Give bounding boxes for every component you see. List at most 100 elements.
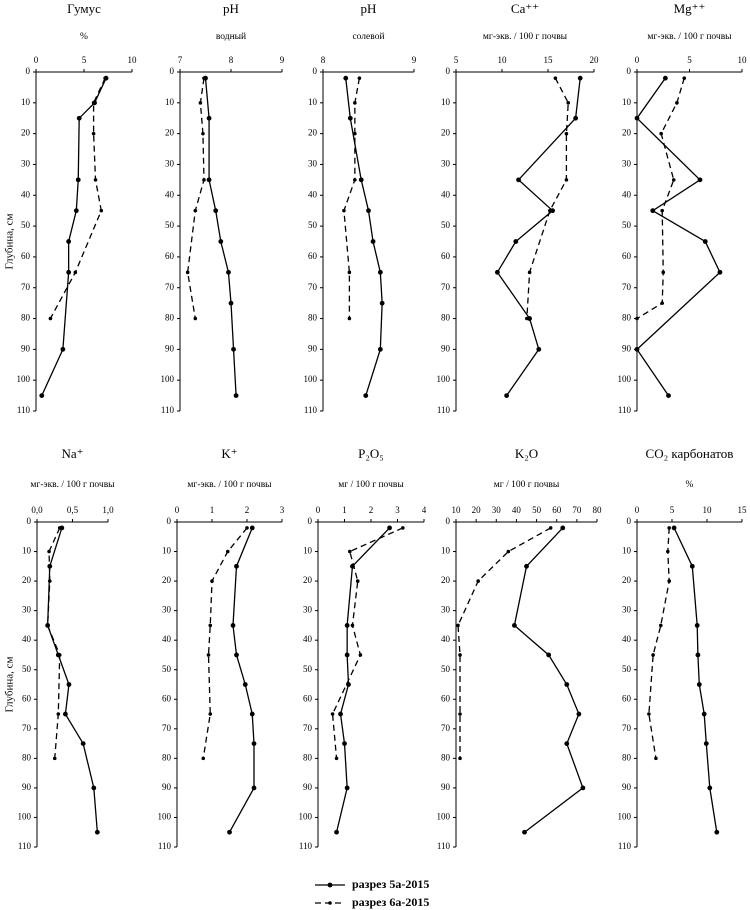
y-tick-label: 40 xyxy=(308,189,318,199)
point xyxy=(60,346,66,352)
point xyxy=(208,712,213,716)
y-tick-label: 110 xyxy=(437,405,451,415)
point xyxy=(634,346,640,352)
chart-title: CO₂ карбонатов xyxy=(646,446,734,461)
y-tick-label: 0 xyxy=(627,516,632,526)
y-tick-label: 30 xyxy=(21,159,31,169)
point xyxy=(553,76,558,80)
y-tick-label: 70 xyxy=(622,282,632,292)
y-tick-label: 110 xyxy=(161,405,175,415)
x-tick-label: 20 xyxy=(590,55,600,65)
y-tick-label: 110 xyxy=(158,841,172,851)
series-line xyxy=(513,527,584,833)
point xyxy=(647,712,651,716)
point xyxy=(506,549,511,554)
y-tick-label: 80 xyxy=(441,313,451,323)
point xyxy=(548,208,552,213)
x-tick-label: 80 xyxy=(593,505,603,515)
y-tick-label: 30 xyxy=(162,605,172,615)
y-tick-label: 0 xyxy=(446,516,451,526)
y-tick-label: 30 xyxy=(441,159,451,169)
point xyxy=(377,269,383,275)
point xyxy=(667,526,671,530)
y-tick-label: 90 xyxy=(308,343,318,353)
series-line xyxy=(343,78,361,319)
y-tick-label: 110 xyxy=(618,405,632,415)
point xyxy=(695,652,701,658)
series-line xyxy=(41,77,107,396)
x-tick-label: 8 xyxy=(321,55,326,65)
point xyxy=(702,239,708,244)
y-tick-label: 70 xyxy=(303,723,313,733)
point xyxy=(103,76,107,80)
point xyxy=(355,579,360,583)
y-tick-label: 30 xyxy=(622,159,632,169)
y-tick-label: 0 xyxy=(627,66,632,76)
point xyxy=(650,208,656,214)
point xyxy=(577,75,583,81)
point xyxy=(456,623,460,628)
y-tick-label: 20 xyxy=(165,128,175,138)
y-tick-label: 10 xyxy=(22,546,32,556)
point xyxy=(343,75,349,81)
series-line xyxy=(335,527,391,833)
point xyxy=(703,741,709,746)
x-tick-label: 10 xyxy=(738,55,748,65)
y-tick-label: 80 xyxy=(622,313,632,323)
x-tick-label: 10 xyxy=(452,505,462,515)
point xyxy=(91,785,97,791)
point xyxy=(80,741,86,746)
y-tick-label: 110 xyxy=(304,405,318,415)
point xyxy=(249,525,255,531)
y-tick-label: 60 xyxy=(441,251,451,261)
y-tick-label: 10 xyxy=(308,97,318,107)
y-tick-label: 80 xyxy=(165,313,175,323)
point xyxy=(550,208,555,214)
y-axis-label: Глубина, см xyxy=(4,656,16,712)
y-tick-label: 100 xyxy=(17,374,31,384)
point xyxy=(350,623,355,628)
point xyxy=(218,239,224,244)
point xyxy=(66,239,72,244)
point xyxy=(201,131,205,136)
point xyxy=(573,115,578,121)
point xyxy=(91,101,96,105)
y-tick-label: 70 xyxy=(441,723,451,733)
y-tick-label: 90 xyxy=(441,782,451,792)
y-tick-label: 100 xyxy=(304,374,318,384)
y-tick-label: 20 xyxy=(622,575,632,585)
chart-title: Na⁺ xyxy=(61,446,83,461)
y-tick-label: 110 xyxy=(299,841,313,851)
chart-subtitle: % xyxy=(80,32,88,42)
y-tick-label: 10 xyxy=(21,97,31,107)
chart-subtitle: мг-экв. / 100 г почвы xyxy=(30,480,115,490)
y-tick-label: 10 xyxy=(165,97,175,107)
point xyxy=(338,711,343,717)
y-tick-label: 100 xyxy=(299,812,313,822)
x-tick-label: 5 xyxy=(454,55,459,65)
chart-title: P₂O₅ xyxy=(358,446,384,461)
point xyxy=(347,270,352,275)
point xyxy=(495,269,500,275)
point xyxy=(527,316,532,321)
chart-subtitle: мг / 100 г почвы xyxy=(494,480,560,490)
x-tick-label: 0 xyxy=(635,55,640,65)
point xyxy=(458,756,462,761)
y-tick-label: 10 xyxy=(622,546,632,556)
y-tick-label: 100 xyxy=(158,812,172,822)
series-line xyxy=(648,527,670,759)
point xyxy=(39,393,45,398)
x-tick-label: 5 xyxy=(687,55,692,65)
point xyxy=(513,239,519,244)
y-tick-label: 10 xyxy=(303,546,313,556)
y-tick-label: 70 xyxy=(165,282,175,292)
y-tick-label: 10 xyxy=(441,546,451,556)
point xyxy=(344,623,350,628)
point xyxy=(659,623,663,628)
chart-title: Ca⁺⁺ xyxy=(511,1,539,16)
y-tick-label: 80 xyxy=(441,752,451,762)
point xyxy=(242,682,248,687)
point xyxy=(654,756,658,761)
point xyxy=(353,101,357,105)
y-tick-label: 80 xyxy=(22,752,32,762)
